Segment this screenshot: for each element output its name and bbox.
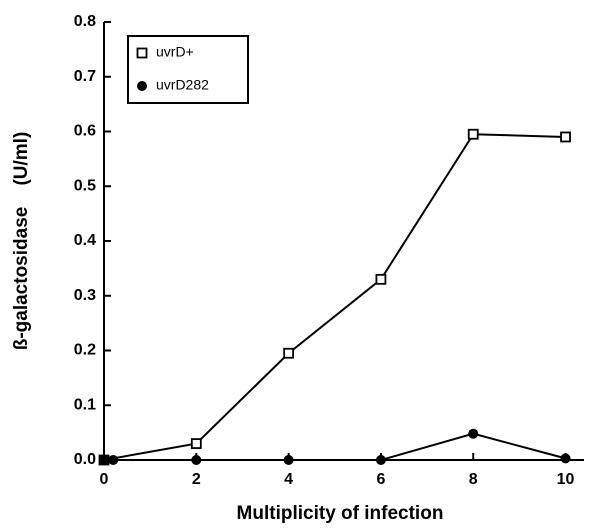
marker [283,455,294,465]
marker [108,455,119,465]
y-axis-label: ß-galactosidase (U/ml) [11,132,32,351]
legend-label: uvrD282 [156,77,209,93]
y-tick-label: 0.2 [74,342,96,359]
marker [375,273,387,285]
x-tick-label: 10 [557,471,575,488]
legend-label: uvrD+ [156,44,194,60]
y-tick-label: 0.6 [74,123,96,140]
marker [99,455,109,465]
y-tick-label: 0.3 [74,287,96,304]
marker [375,455,386,465]
y-tick-label: 0.8 [74,13,96,30]
y-tick-label: 0.7 [74,68,96,85]
legend-marker [137,81,147,91]
marker [560,131,571,143]
marker [283,347,295,359]
x-axis-label: Multiplicity of infection [237,503,444,524]
marker [190,438,202,449]
series-line [103,133,566,461]
x-tick-label: 8 [469,471,478,488]
legend-marker [136,47,148,59]
y-tick-label: 0.0 [74,451,96,468]
x-tick-label: 6 [376,471,385,488]
x-tick-label: 0 [100,471,109,488]
y-tick-label: 0.5 [74,177,96,194]
y-tick-label: 0.4 [74,232,96,249]
legend-box [127,35,249,104]
marker [191,455,202,465]
x-tick-label: 2 [192,471,201,488]
y-tick-label: 0.1 [74,396,96,413]
x-tick-label: 4 [284,471,293,488]
marker [560,453,571,464]
marker [468,428,479,439]
marker [467,128,479,140]
